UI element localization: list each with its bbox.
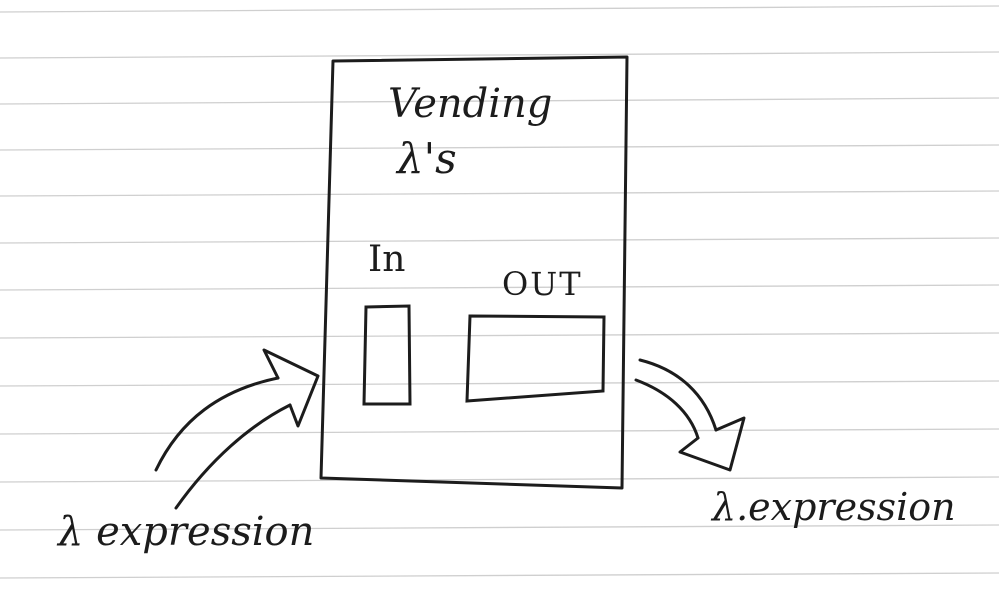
ruled-lines — [0, 5, 999, 579]
input-caption: λ expression — [58, 509, 315, 555]
in-label: In — [368, 239, 406, 280]
machine-title-line2: λ's — [397, 134, 457, 183]
vending-machine-box — [319, 55, 629, 490]
output-caption: λ.expression — [712, 485, 956, 529]
machine-title-line1: Vending — [388, 81, 553, 127]
input-slot — [362, 304, 412, 406]
out-label: OUT — [502, 265, 583, 303]
input-arrow — [154, 348, 320, 510]
output-arrow — [634, 358, 746, 472]
output-tray — [465, 314, 606, 403]
